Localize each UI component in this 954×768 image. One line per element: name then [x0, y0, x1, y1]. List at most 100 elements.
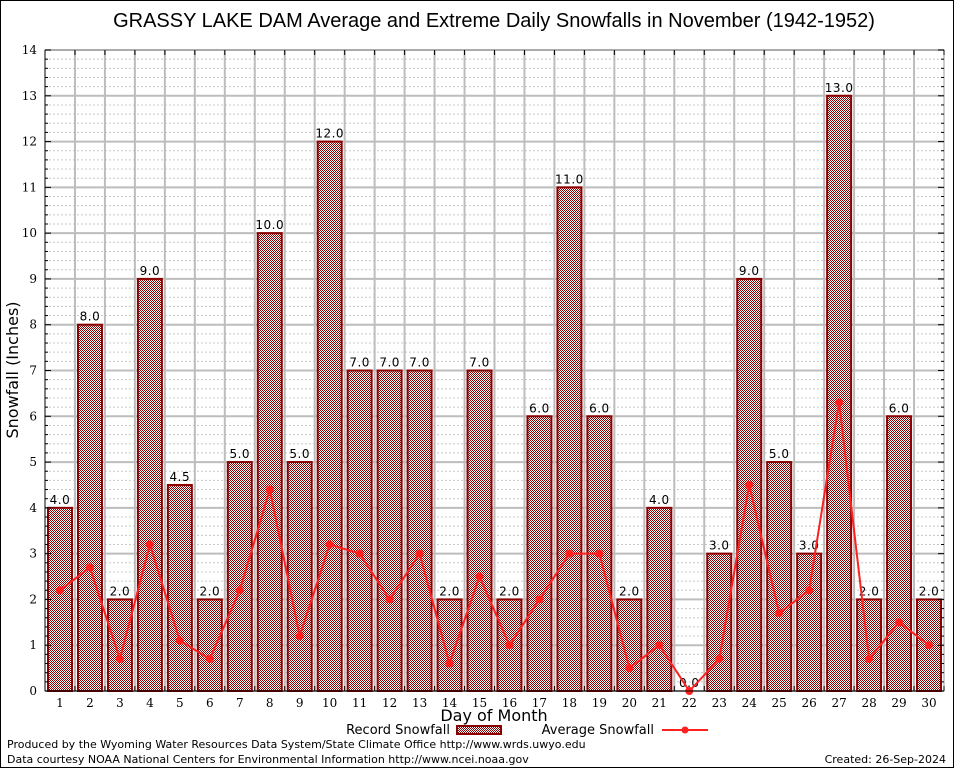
bar-value-label: 3.0 [799, 539, 820, 553]
bar-value-label: 9.0 [140, 264, 161, 278]
bar-value-label: 7.0 [469, 356, 490, 370]
average-point-day-23 [715, 654, 724, 663]
average-point-day-1 [55, 586, 64, 595]
average-point-day-12 [385, 595, 394, 604]
y-tick-label: 4 [29, 501, 37, 515]
x-axis-label: Day of Month [440, 706, 547, 725]
bar-day-1 [46, 506, 73, 692]
x-tick-label: 9 [296, 696, 304, 710]
footer-data-source: Data courtesy NOAA National Centers for … [7, 753, 529, 766]
y-tick-label: 5 [29, 455, 37, 469]
average-point-day-10 [325, 540, 334, 549]
y-tick-label: 7 [29, 364, 37, 378]
legend-record-label: Record Snowfall [346, 723, 450, 738]
y-axis-label: Snowfall (Inches) [3, 301, 22, 438]
bar-day-17 [526, 415, 553, 692]
bar-day-8 [256, 232, 283, 692]
bar-value-label: 2.0 [619, 584, 640, 598]
legend-average-marker [681, 726, 689, 734]
average-point-day-2 [85, 563, 94, 572]
y-tick-label: 9 [29, 272, 37, 286]
average-point-day-5 [175, 636, 184, 645]
x-tick-label: 23 [712, 696, 727, 710]
bar-value-label: 2.0 [859, 584, 880, 598]
x-tick-label: 16 [502, 696, 517, 710]
average-point-day-7 [235, 586, 244, 595]
average-point-day-30 [925, 641, 934, 650]
average-point-day-27 [835, 398, 844, 407]
average-line [59, 402, 930, 693]
bar-value-label: 4.0 [649, 493, 670, 507]
footer-created-date: Created: 26-Sep-2024 [825, 753, 946, 766]
average-line-series [55, 398, 934, 695]
bar-day-20 [616, 598, 643, 693]
bar-value-label: 4.5 [170, 470, 191, 484]
bar-value-label: 5.0 [769, 447, 790, 461]
y-tick-label: 2 [29, 592, 37, 606]
average-point-day-25 [775, 609, 784, 618]
bar-value-label: 3.0 [709, 539, 730, 553]
bar-value-label: 5.0 [229, 447, 250, 461]
bar-day-10 [316, 140, 343, 693]
bar-value-labels: 4.0 8.0 2.0 9.0 4.5 2.0 5.0 10.0 5.0 12.0 7.0 7.0 7.… [50, 81, 940, 690]
y-tick-label: 11 [22, 180, 37, 194]
bar-day-7 [226, 461, 253, 693]
bar-value-label: 7.0 [409, 356, 430, 370]
x-tick-label: 24 [742, 696, 758, 710]
y-tick-label: 0 [29, 684, 37, 698]
bar-value-label: 7.0 [379, 356, 400, 370]
y-tick-label: 6 [29, 409, 37, 423]
bar-value-label: 2.0 [110, 584, 131, 598]
bar-day-12 [376, 369, 403, 692]
x-tick-label: 6 [206, 696, 214, 710]
bar-day-2 [76, 323, 103, 692]
legend-average-label: Average Snowfall [542, 723, 654, 738]
x-tick-label: 17 [532, 696, 547, 710]
bar-day-6 [196, 598, 223, 693]
x-tick-label: 11 [352, 696, 367, 710]
legend-record-swatch [456, 725, 502, 735]
average-point-day-24 [745, 480, 754, 489]
average-point-day-6 [205, 654, 214, 663]
legend: Record Snowfall Average Snowfall [346, 723, 708, 738]
x-tick-label: 8 [266, 696, 274, 710]
x-tick-label: 25 [772, 696, 787, 710]
x-tick-label: 21 [652, 696, 667, 710]
average-point-day-16 [505, 641, 514, 650]
bar-day-26 [796, 552, 823, 693]
y-tick-label: 14 [22, 43, 38, 57]
bar-day-21 [646, 506, 673, 692]
x-tick-label: 1 [56, 696, 64, 710]
bar-day-23 [706, 552, 733, 693]
x-tick-label: 10 [322, 696, 337, 710]
average-point-day-26 [805, 586, 814, 595]
bar-value-label: 2.0 [200, 584, 221, 598]
average-point-day-9 [295, 632, 304, 641]
bar-day-15 [466, 369, 493, 692]
bar-value-label: 10.0 [255, 218, 284, 232]
average-point-day-29 [895, 618, 904, 627]
bar-value-label: 6.0 [589, 401, 610, 415]
bar-value-label: 9.0 [739, 264, 760, 278]
bar-value-label: 2.0 [919, 584, 940, 598]
x-tick-label: 28 [861, 696, 876, 710]
x-tick-label: 27 [831, 696, 846, 710]
x-tick-label: 7 [236, 696, 244, 710]
bar-day-29 [886, 415, 913, 692]
bar-value-label: 6.0 [529, 401, 550, 415]
x-tick-label: 26 [802, 696, 817, 710]
average-point-day-14 [445, 659, 454, 668]
average-point-day-21 [655, 641, 664, 650]
bar-value-label: 7.0 [349, 356, 370, 370]
bar-value-label: 4.0 [50, 493, 71, 507]
x-tick-label: 4 [146, 696, 154, 710]
average-point-day-8 [265, 485, 274, 494]
footer-producer: Produced by the Wyoming Water Resources … [7, 738, 586, 751]
x-tick-label: 5 [176, 696, 184, 710]
bar-value-label: 2.0 [499, 584, 520, 598]
average-point-day-11 [355, 549, 364, 558]
y-tick-label: 3 [29, 547, 37, 561]
bar-day-27 [826, 94, 853, 693]
x-tick-label: 3 [116, 696, 124, 710]
